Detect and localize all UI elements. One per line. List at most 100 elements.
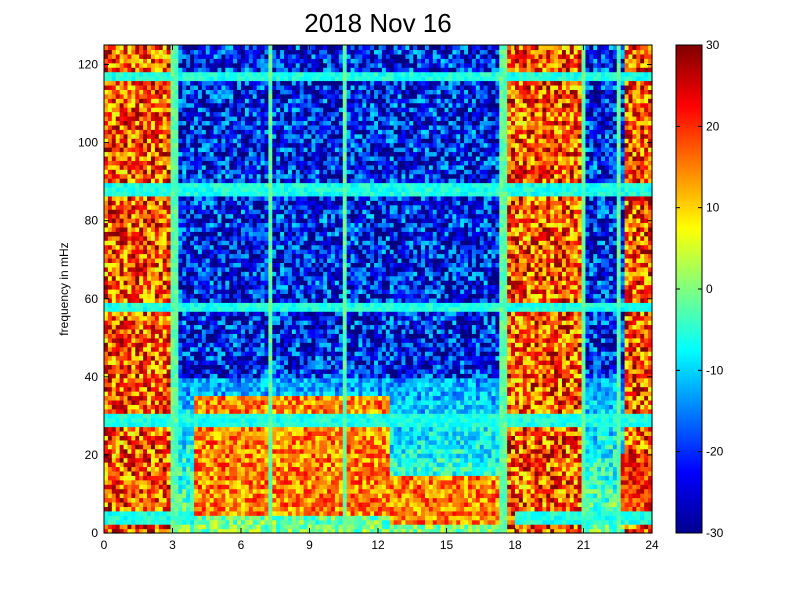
heatmap-cell [272, 355, 277, 361]
heatmap-cell [229, 524, 234, 530]
heatmap-cell [147, 213, 152, 219]
heatmap-cell [170, 404, 176, 410]
heatmap-cell [264, 524, 269, 530]
heatmap-cell [237, 98, 242, 104]
heatmap-cell [252, 58, 258, 64]
heatmap-cell [147, 262, 152, 268]
heatmap-cell [244, 510, 250, 516]
heatmap-cell [158, 404, 164, 410]
heatmap-cell [127, 453, 132, 459]
heatmap-cell [131, 155, 136, 161]
heatmap-cell [241, 399, 246, 405]
heatmap-cell [194, 226, 199, 232]
heatmap-cell [119, 98, 125, 104]
heatmap-cell [201, 404, 207, 410]
heatmap-cell [194, 439, 199, 445]
heatmap-cell [260, 289, 266, 295]
heatmap-cell [150, 306, 156, 312]
heatmap-cell [264, 209, 269, 215]
heatmap-cell [111, 453, 117, 459]
heatmap-cell [248, 164, 254, 170]
heatmap-cell [170, 240, 176, 246]
heatmap-cell [276, 493, 281, 499]
heatmap-cell [276, 244, 281, 250]
heatmap-cell [237, 493, 242, 499]
heatmap-cell [217, 377, 223, 383]
heatmap-cell [194, 147, 199, 153]
heatmap-cell [135, 453, 140, 459]
heatmap-cell [135, 524, 140, 530]
heatmap-cell [135, 244, 140, 250]
heatmap-cell [268, 302, 273, 308]
heatmap-cell [237, 342, 242, 348]
heatmap-cell [115, 462, 121, 468]
heatmap-cell [213, 53, 219, 59]
heatmap-cell [268, 280, 273, 286]
heatmap-cell [107, 111, 113, 117]
heatmap-cell [111, 253, 117, 259]
heatmap-cell [154, 120, 160, 126]
heatmap-cell [154, 45, 160, 51]
heatmap-cell [194, 129, 199, 135]
heatmap-cell [272, 191, 277, 197]
heatmap-cell [256, 98, 262, 104]
heatmap-cell [182, 444, 187, 450]
heatmap-cell [147, 173, 152, 179]
heatmap-cell [147, 124, 152, 130]
heatmap-cell [205, 399, 211, 405]
heatmap-cell [260, 315, 266, 321]
heatmap-cell [190, 169, 195, 175]
heatmap-cell [221, 244, 226, 250]
heatmap-cell [154, 222, 160, 228]
heatmap-cell [233, 475, 238, 481]
heatmap-cell [107, 53, 113, 59]
heatmap-cell [135, 448, 140, 454]
heatmap-cell [115, 222, 121, 228]
heatmap-cell [209, 111, 215, 117]
heatmap-cell [104, 373, 109, 379]
heatmap-cell [147, 488, 152, 494]
heatmap-cell [209, 155, 215, 161]
heatmap-cell [154, 271, 160, 277]
heatmap-cell [241, 53, 246, 59]
heatmap-cell [182, 497, 187, 503]
heatmap-cell [127, 124, 132, 130]
heatmap-cell [166, 195, 172, 201]
heatmap-cell [166, 519, 172, 525]
heatmap-cell [139, 178, 144, 184]
heatmap-cell [123, 45, 129, 51]
heatmap-cell [217, 275, 223, 281]
heatmap-cell [119, 186, 125, 192]
heatmap-cell [217, 324, 223, 330]
heatmap-cell [143, 320, 148, 326]
heatmap-cell [268, 93, 273, 99]
heatmap-cell [244, 89, 250, 95]
heatmap-cell [268, 510, 273, 516]
heatmap-cell [154, 107, 160, 113]
heatmap-cell [182, 324, 187, 330]
heatmap-cell [107, 271, 113, 277]
heatmap-cell [221, 226, 226, 232]
heatmap-cell [217, 262, 223, 268]
heatmap-cell [209, 448, 215, 454]
heatmap-cell [241, 342, 246, 348]
heatmap-cell [260, 453, 266, 459]
heatmap-cell [123, 444, 129, 450]
heatmap-cell [182, 524, 187, 530]
heatmap-cell [104, 209, 109, 215]
heatmap-cell [276, 346, 281, 352]
heatmap-cell [276, 337, 281, 343]
heatmap-cell [201, 377, 207, 383]
heatmap-cell [233, 333, 238, 339]
heatmap-cell [205, 67, 211, 73]
heatmap-cell [264, 76, 269, 82]
heatmap-cell [115, 182, 121, 188]
heatmap-cell [190, 289, 195, 295]
heatmap-cell [205, 422, 211, 428]
heatmap-cell [147, 93, 152, 99]
heatmap-cell [264, 311, 269, 317]
heatmap-cell [205, 439, 211, 445]
heatmap-cell [123, 359, 129, 366]
heatmap-cell [104, 58, 109, 64]
heatmap-cell [276, 435, 281, 441]
